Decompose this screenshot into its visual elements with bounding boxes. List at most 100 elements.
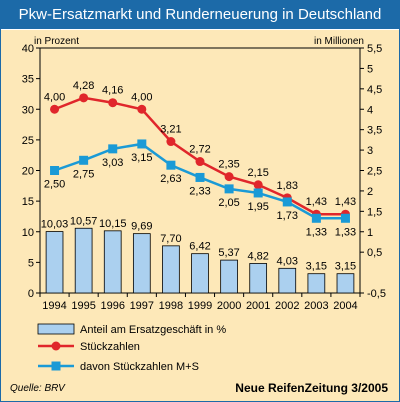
bar bbox=[74, 227, 93, 294]
series-value-label: 2,15 bbox=[247, 167, 268, 179]
right-tick-label: 3 bbox=[367, 145, 373, 157]
series-value-label: 1,33 bbox=[306, 226, 327, 238]
legend-label: Stückzahlen bbox=[80, 341, 140, 353]
series-point bbox=[224, 184, 234, 194]
series-value-label: 2,05 bbox=[218, 197, 239, 209]
bar-value-label: 9,69 bbox=[131, 221, 152, 233]
right-tick-label: 2,5 bbox=[367, 166, 382, 178]
legend-label: davon Stückzahlen M+S bbox=[80, 361, 199, 373]
right-tick-label: 5 bbox=[367, 63, 373, 75]
x-tick-label: 2001 bbox=[246, 300, 270, 312]
series-value-label: 3,03 bbox=[102, 157, 123, 169]
left-tick-label: 5 bbox=[28, 257, 34, 269]
left-tick-label: 15 bbox=[22, 196, 34, 208]
series-point bbox=[79, 155, 89, 165]
series-point bbox=[50, 104, 60, 114]
right-tick-label: 4 bbox=[367, 104, 373, 116]
series-value-label: 1,33 bbox=[335, 226, 356, 238]
right-tick-label: 1,5 bbox=[367, 206, 382, 218]
series-point bbox=[224, 172, 234, 182]
left-tick-label: 30 bbox=[22, 104, 34, 116]
series-value-label: 2,72 bbox=[189, 144, 210, 156]
x-tick-label: 1999 bbox=[188, 300, 212, 312]
bar-value-label: 4,03 bbox=[277, 255, 298, 267]
bar bbox=[45, 231, 64, 294]
right-tick-label: 1 bbox=[367, 227, 373, 239]
series-point bbox=[166, 160, 176, 170]
series-value-label: 1,95 bbox=[247, 201, 268, 213]
bar-value-label: 7,70 bbox=[160, 233, 181, 245]
series-value-label: 4,00 bbox=[131, 91, 152, 103]
left-tick-label: 10 bbox=[22, 227, 34, 239]
bar bbox=[103, 230, 122, 294]
series-value-label: 3,21 bbox=[160, 124, 181, 136]
x-tick-label: 2003 bbox=[304, 300, 328, 312]
series-value-label: 2,63 bbox=[160, 173, 181, 185]
bar bbox=[278, 267, 297, 294]
x-tick-label: 2002 bbox=[275, 300, 299, 312]
source-note: Quelle: BRV bbox=[10, 383, 65, 394]
bar bbox=[336, 273, 355, 294]
credit-note: Neue ReifenZeitung 3/2005 bbox=[235, 381, 388, 395]
series-point bbox=[166, 137, 176, 147]
bar bbox=[220, 259, 238, 294]
right-tick-label: 5,5 bbox=[367, 43, 382, 55]
legend-blue-marker bbox=[51, 361, 61, 371]
x-tick-label: 2004 bbox=[333, 300, 357, 312]
series-value-label: 2,50 bbox=[44, 179, 65, 191]
x-tick-label: 1994 bbox=[42, 300, 66, 312]
right-tick-label: 3,5 bbox=[367, 125, 382, 137]
bar-value-label: 4,82 bbox=[247, 250, 268, 262]
legend-red-marker bbox=[51, 341, 61, 351]
series-value-label: 1,43 bbox=[335, 196, 356, 208]
bar-value-label: 5,37 bbox=[218, 247, 239, 259]
left-tick-label: 40 bbox=[22, 43, 34, 55]
series-point bbox=[108, 144, 118, 154]
series-point bbox=[108, 98, 118, 108]
bar-value-label: 3,15 bbox=[335, 261, 356, 273]
series-point bbox=[195, 172, 205, 182]
x-tick-label: 1995 bbox=[71, 300, 95, 312]
bar-value-label: 10,03 bbox=[41, 219, 69, 231]
left-tick-label: 0 bbox=[28, 288, 34, 300]
bar-value-label: 10,15 bbox=[99, 218, 127, 230]
x-tick-label: 1997 bbox=[130, 300, 154, 312]
x-tick-label: 1996 bbox=[100, 300, 124, 312]
series-point bbox=[137, 104, 147, 114]
right-tick-label: 2 bbox=[367, 186, 373, 198]
bar bbox=[162, 245, 180, 294]
bar bbox=[191, 253, 209, 294]
right-tick-label: 0,5 bbox=[367, 247, 382, 259]
series-value-label: 2,35 bbox=[218, 159, 239, 171]
series-point bbox=[195, 157, 205, 167]
series-value-label: 4,28 bbox=[73, 80, 94, 92]
right-tick-label: -0,5 bbox=[367, 288, 386, 300]
left-axis-label: in Prozent bbox=[34, 36, 80, 47]
series-value-label: 1,83 bbox=[277, 180, 298, 192]
right-axis-label: in Millionen bbox=[313, 36, 364, 47]
left-tick-label: 20 bbox=[22, 166, 34, 178]
legend-bar-swatch bbox=[37, 323, 75, 335]
series-value-label: 1,43 bbox=[306, 196, 327, 208]
bar bbox=[249, 263, 268, 294]
left-tick-label: 25 bbox=[22, 135, 34, 147]
bar-value-label: 6,42 bbox=[189, 241, 210, 253]
series-point bbox=[137, 139, 147, 149]
x-tick-label: 1998 bbox=[159, 300, 183, 312]
series-point bbox=[253, 188, 263, 198]
series-value-label: 4,00 bbox=[44, 91, 65, 103]
left-tick-label: 35 bbox=[22, 74, 34, 86]
series-value-label: 2,75 bbox=[73, 168, 94, 180]
series-value-label: 4,16 bbox=[102, 85, 123, 97]
legend-label: Anteil am Ersatzgeschäft in % bbox=[80, 324, 226, 336]
bar bbox=[307, 273, 326, 294]
series-value-label: 2,33 bbox=[189, 185, 210, 197]
x-tick-label: 2000 bbox=[217, 300, 241, 312]
bar-value-label: 3,15 bbox=[306, 261, 327, 273]
series-point bbox=[311, 213, 321, 223]
series-point bbox=[50, 166, 60, 175]
series-value-label: 3,15 bbox=[131, 152, 152, 164]
bar-value-label: 10,57 bbox=[70, 215, 98, 227]
series-point bbox=[79, 93, 89, 103]
